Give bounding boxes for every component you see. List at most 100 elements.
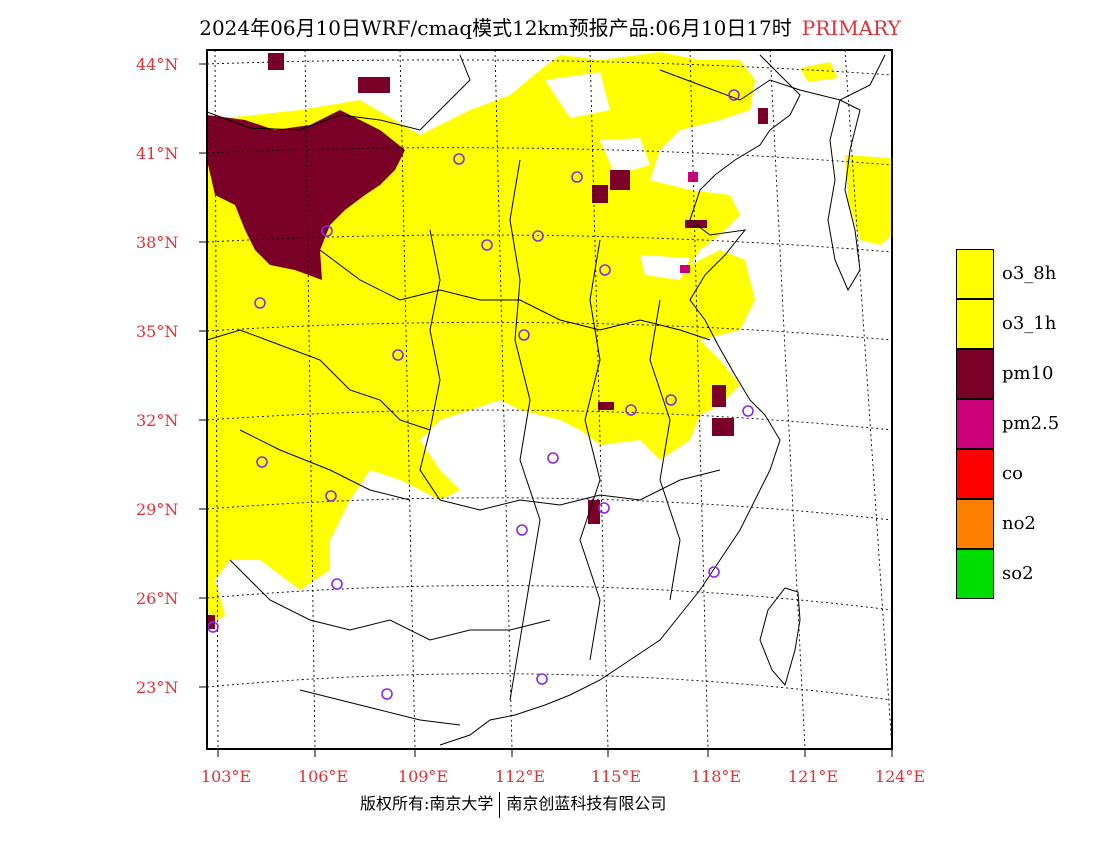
lat-label: 35°N (136, 322, 179, 341)
legend-label: pm2.5 (1002, 413, 1060, 434)
pm10-patch (610, 170, 630, 190)
footer-company: 南京创蓝科技有限公司 (506, 794, 667, 813)
province-line (229, 559, 551, 641)
station-marker (321, 225, 333, 237)
legend-label: o3_8h (1002, 263, 1057, 284)
lat-label: 26°N (136, 589, 179, 608)
station-marker (381, 688, 393, 700)
ticks (199, 63, 893, 757)
taiwan (759, 587, 801, 687)
lon-label: 109°E (397, 767, 449, 786)
lat-label: 38°N (136, 233, 179, 252)
station-marker (481, 239, 493, 251)
pm10-patch (598, 402, 614, 410)
clean-area-2 (600, 138, 650, 175)
station-marker (254, 297, 266, 309)
lon-label: 112°E (494, 767, 546, 786)
border-north (207, 54, 471, 131)
station-marker (392, 349, 404, 361)
province-line (419, 229, 441, 501)
graticule (207, 50, 892, 749)
pm10-region (207, 110, 405, 280)
lon-label: 106°E (297, 767, 349, 786)
station-marker (532, 230, 544, 242)
province-line (649, 299, 681, 601)
province-line (579, 239, 601, 661)
pm10-patch (268, 53, 284, 70)
longitude-line (769, 50, 806, 749)
legend-swatch (956, 249, 994, 299)
clean-area-3 (545, 72, 610, 118)
title-main: 2024年06月10日WRF/cmaq模式12km预报产品:06月10日17时 (199, 16, 792, 40)
lon-label: 118°E (690, 767, 742, 786)
legend-swatch (956, 349, 994, 399)
map-frame (206, 49, 893, 750)
lon-label: 124°E (874, 767, 926, 786)
footer-separator (499, 791, 501, 818)
map-title: 2024年06月10日WRF/cmaq模式12km预报产品:06月10日17时 P… (0, 12, 1100, 41)
station-marker (325, 490, 337, 502)
boundaries (207, 54, 886, 746)
pm2.5-patch (688, 172, 698, 182)
o3-region-east (845, 155, 892, 245)
legend-label: o3_1h (1002, 313, 1057, 334)
longitude-line (589, 50, 609, 749)
station-marker (571, 171, 583, 183)
longitude-line (494, 50, 513, 749)
province-line (207, 329, 431, 431)
station-marker (625, 404, 637, 416)
station-marker (256, 456, 268, 468)
lon-label: 121°E (787, 767, 839, 786)
province-line (239, 429, 411, 501)
station-marker (331, 578, 343, 590)
station-marker (708, 566, 720, 578)
longitude-line (304, 50, 316, 749)
province-line (439, 469, 721, 511)
footer-copyright: 版权所有:南京大学 (360, 794, 494, 813)
station-marker (742, 405, 754, 417)
pm10-patch (712, 385, 726, 407)
longitude-line (399, 50, 416, 749)
lat-label: 32°N (136, 411, 179, 430)
legend-swatch (956, 549, 994, 599)
lat-label: 29°N (136, 500, 179, 519)
province-line (319, 249, 711, 341)
station-marker (516, 524, 528, 536)
pm10-patch (758, 108, 768, 124)
station-marker (536, 673, 548, 685)
legend-swatch (956, 399, 994, 449)
title-tag: PRIMARY (801, 16, 901, 40)
longitude-line (689, 50, 709, 749)
province-line (299, 689, 461, 726)
station-marker (728, 89, 740, 101)
pm10-patch (592, 185, 608, 203)
station-marker (547, 452, 559, 464)
station-marker (665, 394, 677, 406)
pm10-patch (712, 418, 734, 436)
coastline (439, 54, 801, 746)
legend-label: pm10 (1002, 363, 1054, 384)
map-content (207, 50, 892, 749)
province-line (509, 159, 541, 701)
korea (827, 99, 861, 292)
lon-label: 115°E (590, 767, 642, 786)
copyright-footer: 版权所有:南京大学 南京创蓝科技有限公司 (360, 790, 666, 818)
station-marker (518, 329, 530, 341)
lat-label: 23°N (136, 678, 179, 697)
legend-swatch (956, 299, 994, 349)
legend-swatch (956, 499, 994, 549)
o3-region-north (800, 62, 838, 82)
legend-swatch (956, 449, 994, 499)
pm10-patch (358, 77, 390, 93)
legend-label: so2 (1002, 563, 1034, 584)
lon-label: 103°E (200, 767, 252, 786)
station-marker (599, 264, 611, 276)
lat-label: 41°N (136, 144, 179, 163)
clean-area-1 (640, 255, 690, 280)
lat-label: 44°N (136, 55, 179, 74)
legend-label: co (1002, 463, 1023, 484)
longitude-line (844, 50, 892, 749)
station-marker (453, 153, 465, 165)
station-marker (598, 502, 610, 514)
